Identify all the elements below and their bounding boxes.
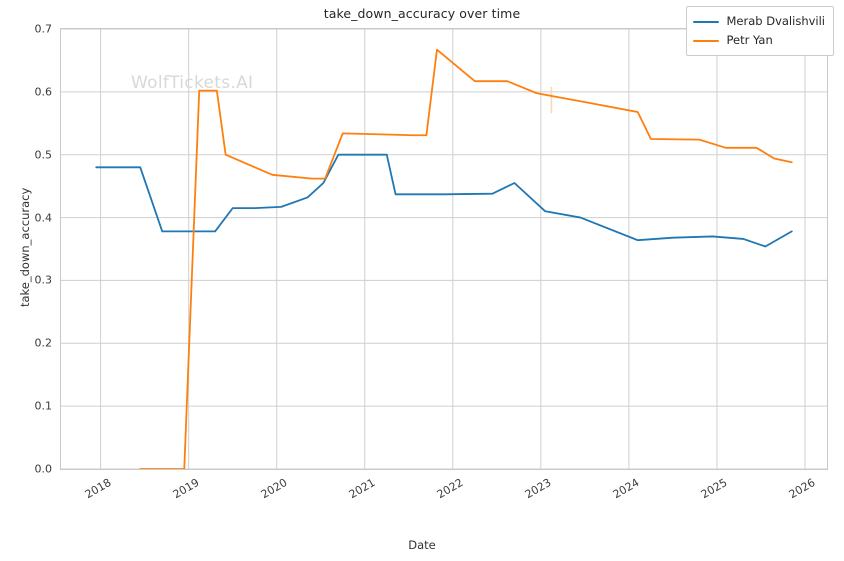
y-tick-label: 0.2: [34, 336, 53, 350]
y-tick-label: 0.7: [34, 22, 53, 36]
x-tick-label: 2018: [82, 476, 114, 502]
legend-label: Petr Yan: [726, 33, 773, 47]
x-tick-label: 2019: [170, 476, 202, 502]
watermark: WolfTickets.AI: [131, 73, 254, 93]
legend-item-0[interactable]: Merab Dvalishvili: [692, 12, 826, 31]
legend-label: Merab Dvalishvili: [726, 14, 826, 28]
legend-item-1[interactable]: Petr Yan: [692, 31, 826, 50]
x-tick-label: 2026: [786, 476, 818, 502]
chart-legend[interactable]: Merab Dvalishvili Petr Yan: [685, 6, 834, 56]
x-tick-label: 2024: [610, 476, 642, 502]
y-tick-label: 0.1: [34, 399, 53, 413]
x-axis-label: Date: [408, 538, 436, 552]
series-line-0: [95, 153, 793, 248]
plot-canvas: [61, 29, 827, 469]
x-tick-label: 2022: [434, 476, 466, 502]
x-tick-label: 2021: [346, 476, 378, 502]
legend-swatch-icon: [692, 39, 719, 42]
series-line-1: [139, 48, 793, 469]
chart-title: take_down_accuracy over time: [323, 6, 521, 21]
y-tick-label: 0.0: [34, 462, 53, 476]
legend-swatch-icon: [692, 20, 719, 23]
x-tick-label: 2020: [258, 476, 290, 502]
y-tick-label: 0.3: [34, 273, 53, 287]
y-tick-label: 0.5: [34, 148, 53, 162]
plot-area: WolfTickets.AI: [60, 28, 828, 470]
y-axis-label: take_down_accuracy: [18, 187, 32, 307]
x-tick-label: 2025: [698, 476, 730, 502]
x-tick-label: 2023: [522, 476, 554, 502]
y-tick-label: 0.4: [34, 211, 53, 225]
y-tick-label: 0.6: [34, 85, 53, 99]
